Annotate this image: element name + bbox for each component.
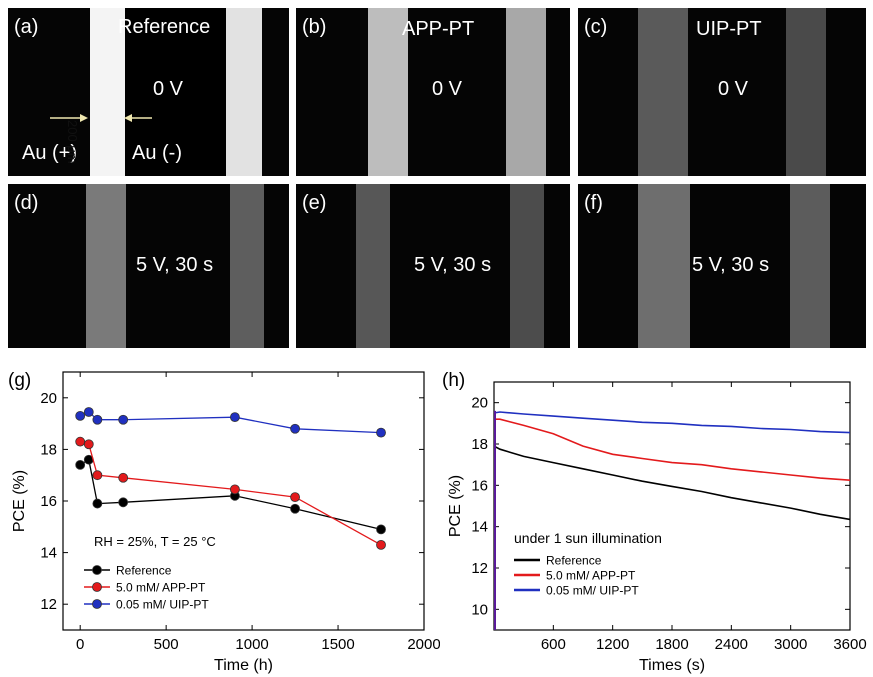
y-axis-label: PCE (%) [447,475,464,537]
data-point [83,439,94,450]
x-axis-label: Times (s) [639,657,705,674]
data-point [290,492,300,503]
legend-label: Reference [116,564,172,578]
micrograph-d: (d) 5 V, 30 s [8,184,289,348]
voltage-label-d: 5 V, 30 s [136,254,214,276]
x-tick-label: 500 [154,636,179,653]
data-point [92,470,103,481]
legend-label: 0.05 mM/ UIP-PT [116,598,209,612]
y-tick-label: 14 [471,519,488,536]
panel-tag-b: (b) [302,16,327,38]
y-axis-label: PCE (%) [11,470,28,532]
y-tick-label: 20 [471,395,488,412]
legend-marker [92,599,102,609]
data-point [376,539,386,550]
panel-tag-e: (e) [302,192,327,214]
data-point [118,414,129,425]
x-tick-label: 2400 [715,636,748,653]
micrograph-a: (a) Reference 0 V Au (+) Au (-) 200 μm [8,8,289,176]
data-point [376,427,386,438]
micrograph-f: (f) 5 V, 30 s [578,184,866,348]
legend-label: 5.0 mM/ APP-PT [116,581,206,595]
micrograph-c: (c) UIP-PT 0 V [578,8,866,176]
micrograph-e: (e) 5 V, 30 s [296,184,570,348]
panel-tag: (g) [8,370,31,391]
panel-tag-d: (d) [14,192,39,214]
panel-tag-a: (a) [14,16,39,38]
legend-label: Reference [546,554,602,568]
x-tick-label: 1000 [235,636,268,653]
data-point [290,503,300,514]
voltage-label-a: 0 V [153,78,184,100]
x-axis-label: Time (h) [214,657,273,674]
data-point [75,410,86,421]
data-point [75,436,86,447]
x-tick-label: 2000 [407,636,440,653]
voltage-label-e: 5 V, 30 s [414,254,492,276]
chart-g: (g) 0 500 1000 1500 2000 12 14 16 18 20 Time (h) PCE… [8,370,440,674]
data-point [376,524,386,535]
x-tick-label: 1200 [596,636,629,653]
data-point [230,484,240,495]
data-point [83,407,94,417]
data-point [118,497,129,508]
legend-label: 0.05 mM/ UIP-PT [546,584,639,598]
y-tick-label: 16 [471,477,488,494]
data-point [92,498,103,509]
chart-annotation: under 1 sun illumination [514,530,662,546]
panel-title-c: UIP-PT [696,18,762,40]
anode-label: Au (+) [22,142,78,164]
series-line [494,418,851,481]
data-point [75,459,86,470]
x-tick-label: 1500 [321,636,354,653]
cathode-label: Au (-) [132,142,182,164]
y-tick-label: 12 [471,560,488,577]
x-tick-label: 1800 [655,636,688,653]
data-point [92,414,103,425]
legend-label: 5.0 mM/ APP-PT [546,569,636,583]
panel-tag: (h) [442,370,465,391]
chart-h: (h) 600 1200 1800 2400 3000 3600 10 12 14 16 18 20 Ti… [442,370,867,674]
x-tick-label: 3000 [774,636,807,653]
voltage-label-c: 0 V [718,78,749,100]
data-point [290,423,300,434]
panel-tag-f: (f) [584,192,603,214]
panel-title-a: Reference [118,16,211,38]
y-tick-label: 16 [40,493,57,510]
legend-marker [92,565,102,575]
y-tick-label: 20 [40,390,57,407]
series-line [80,441,382,546]
micrograph-b: (b) APP-PT 0 V [296,8,570,176]
panel-tag-c: (c) [584,16,608,38]
panel-title-b: APP-PT [402,18,475,40]
y-tick-label: 18 [40,441,57,458]
legend-marker [92,582,102,592]
x-tick-label: 600 [541,636,566,653]
scale-arrows [50,114,152,122]
series-line [493,445,851,521]
y-tick-label: 14 [40,545,57,562]
y-tick-label: 10 [471,601,488,618]
series-line [493,411,851,434]
x-tick-label: 3600 [833,636,866,653]
voltage-label-f: 5 V, 30 s [692,254,770,276]
data-point [118,472,129,483]
voltage-label-b: 0 V [432,78,463,100]
chart-annotation: RH = 25%, T = 25 °C [94,534,216,549]
data-point [230,412,240,423]
x-tick-label: 0 [76,636,84,653]
y-tick-label: 12 [40,596,57,613]
y-tick-label: 18 [471,436,488,453]
